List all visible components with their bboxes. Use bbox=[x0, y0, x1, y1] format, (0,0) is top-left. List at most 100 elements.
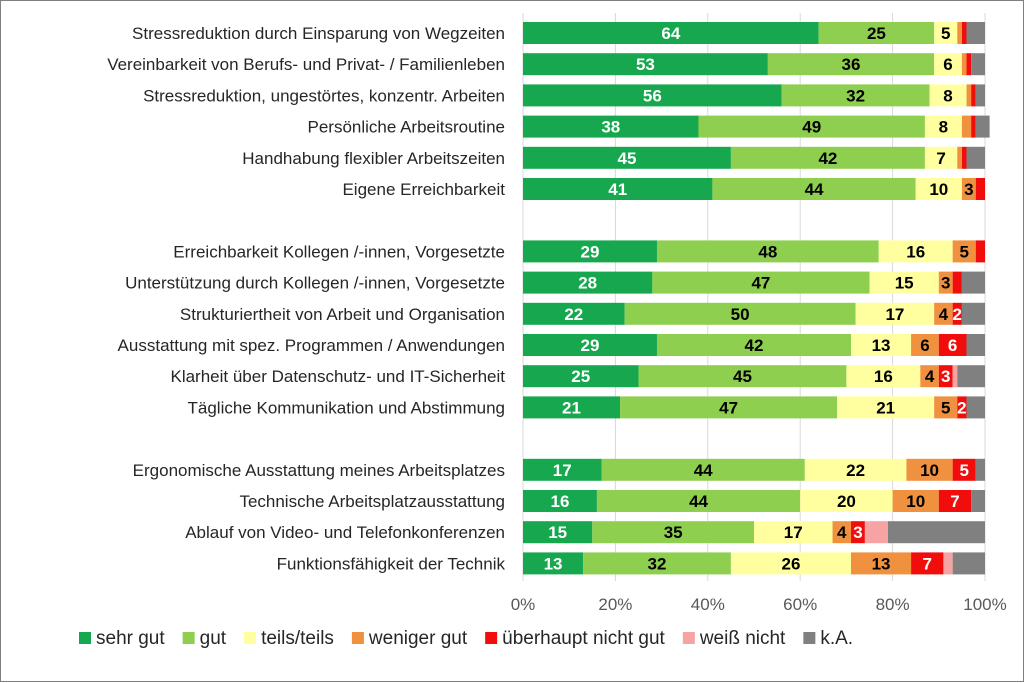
data-label: 53 bbox=[636, 55, 655, 74]
data-label: 13 bbox=[872, 336, 891, 355]
data-label: 15 bbox=[895, 274, 914, 293]
data-label: 5 bbox=[941, 398, 950, 417]
data-label: 49 bbox=[802, 118, 821, 137]
data-label: 42 bbox=[818, 149, 837, 168]
category-label: Erreichbarkeit Kollegen /-innen, Vorgese… bbox=[173, 242, 505, 261]
legend-swatch bbox=[682, 632, 695, 644]
legend-label: weniger gut bbox=[368, 628, 468, 649]
bar-segment bbox=[837, 396, 935, 419]
bar-segment bbox=[952, 458, 976, 481]
legend-swatch bbox=[351, 632, 364, 644]
data-label: 35 bbox=[664, 523, 683, 542]
bar-segment bbox=[523, 552, 584, 575]
category-label: Stressreduktion durch Einsparung von Weg… bbox=[132, 24, 505, 43]
bar-segment bbox=[971, 490, 985, 512]
data-label: 38 bbox=[601, 118, 620, 137]
bar-segment bbox=[961, 53, 967, 76]
bar-segment bbox=[975, 458, 985, 481]
data-label: 13 bbox=[872, 554, 891, 573]
data-label: 22 bbox=[564, 305, 583, 324]
bar-segment bbox=[754, 521, 833, 544]
bar-segment bbox=[712, 178, 916, 200]
bar-segment bbox=[878, 240, 953, 263]
data-label: 3 bbox=[941, 367, 950, 386]
data-label: 44 bbox=[694, 461, 713, 480]
bar-segment bbox=[961, 115, 972, 138]
data-label: 7 bbox=[936, 149, 945, 168]
bar-segment bbox=[656, 334, 852, 356]
bar-segment bbox=[966, 146, 985, 169]
data-label: 4 bbox=[939, 305, 949, 324]
data-label: 8 bbox=[939, 118, 948, 137]
legend-label: sehr gut bbox=[96, 628, 165, 649]
category-label: Ergonomische Ausstattung meines Arbeitsp… bbox=[133, 461, 505, 480]
bar-segment bbox=[523, 458, 602, 481]
data-label: 29 bbox=[581, 242, 600, 261]
data-label: 21 bbox=[876, 398, 895, 417]
bar-segment bbox=[952, 552, 985, 575]
bar-segment bbox=[523, 490, 597, 512]
legend: sehr gut gut teils/teils weniger gut überhau… bbox=[79, 628, 853, 649]
bar-segment bbox=[851, 334, 912, 356]
category-label: Ausstattung mit spez. Programmen / Anwen… bbox=[118, 336, 505, 355]
bar-segment bbox=[943, 552, 953, 575]
data-label: 56 bbox=[643, 86, 662, 105]
data-label: 6 bbox=[948, 336, 957, 355]
bar-segment bbox=[938, 365, 953, 388]
bar-segment bbox=[887, 521, 985, 544]
bar-segment bbox=[523, 22, 819, 44]
data-label: 42 bbox=[745, 336, 764, 355]
data-label: 44 bbox=[689, 492, 708, 511]
bar-segment bbox=[938, 490, 972, 512]
category-label: Strukturiertheit von Arbeit und Organisa… bbox=[180, 305, 505, 324]
data-label: 45 bbox=[617, 149, 636, 168]
data-label: 7 bbox=[923, 554, 932, 573]
bar-segment bbox=[656, 240, 879, 263]
bar-segment bbox=[624, 302, 856, 325]
legend-label: weiß nicht bbox=[699, 628, 786, 649]
bar-segment bbox=[523, 521, 593, 544]
x-tick-label: 100% bbox=[963, 595, 1006, 614]
data-label: 6 bbox=[943, 55, 952, 74]
category-label: Funktionsfähigkeit der Technik bbox=[277, 554, 506, 573]
data-label: 4 bbox=[837, 523, 847, 542]
category-label: Vereinbarkeit von Berufs- und Privat- / … bbox=[107, 55, 505, 74]
bar-segment bbox=[911, 334, 939, 356]
bar-segment bbox=[804, 458, 907, 481]
bar-segment bbox=[523, 53, 768, 76]
data-label: 15 bbox=[548, 523, 567, 542]
x-tick-label: 20% bbox=[598, 595, 632, 614]
bar-segment bbox=[864, 521, 888, 544]
data-label: 17 bbox=[553, 461, 572, 480]
bar-segment bbox=[966, 84, 972, 107]
data-label: 16 bbox=[906, 242, 925, 261]
legend-swatch bbox=[803, 632, 816, 644]
bar-segment bbox=[966, 53, 972, 76]
bar-segment bbox=[961, 302, 985, 325]
data-label: 8 bbox=[943, 86, 952, 105]
data-label: 2 bbox=[957, 398, 966, 417]
bar-segment bbox=[934, 22, 958, 44]
data-label: 3 bbox=[941, 274, 950, 293]
legend-label: k.A. bbox=[820, 628, 853, 649]
data-label: 3 bbox=[964, 180, 973, 199]
data-label: 16 bbox=[550, 492, 569, 511]
bar-segment bbox=[971, 53, 985, 76]
data-label: 29 bbox=[581, 336, 600, 355]
data-label: 28 bbox=[578, 274, 597, 293]
bar-segment bbox=[952, 240, 976, 263]
bar-segment bbox=[961, 22, 967, 44]
bar-segment bbox=[523, 271, 653, 294]
bar-segment bbox=[975, 178, 985, 200]
x-tick-label: 60% bbox=[783, 595, 817, 614]
data-label: 4 bbox=[925, 367, 935, 386]
legend-swatch bbox=[485, 632, 498, 644]
data-label: 47 bbox=[719, 398, 738, 417]
bar-segment bbox=[975, 240, 985, 263]
data-label: 13 bbox=[544, 554, 563, 573]
bar-segment bbox=[620, 396, 838, 419]
x-axis-ticks: 0% 20% 40% 60% 80% 100% bbox=[511, 595, 1007, 614]
legend-label: gut bbox=[200, 628, 227, 649]
data-label: 25 bbox=[571, 367, 590, 386]
data-label: 26 bbox=[781, 554, 800, 573]
